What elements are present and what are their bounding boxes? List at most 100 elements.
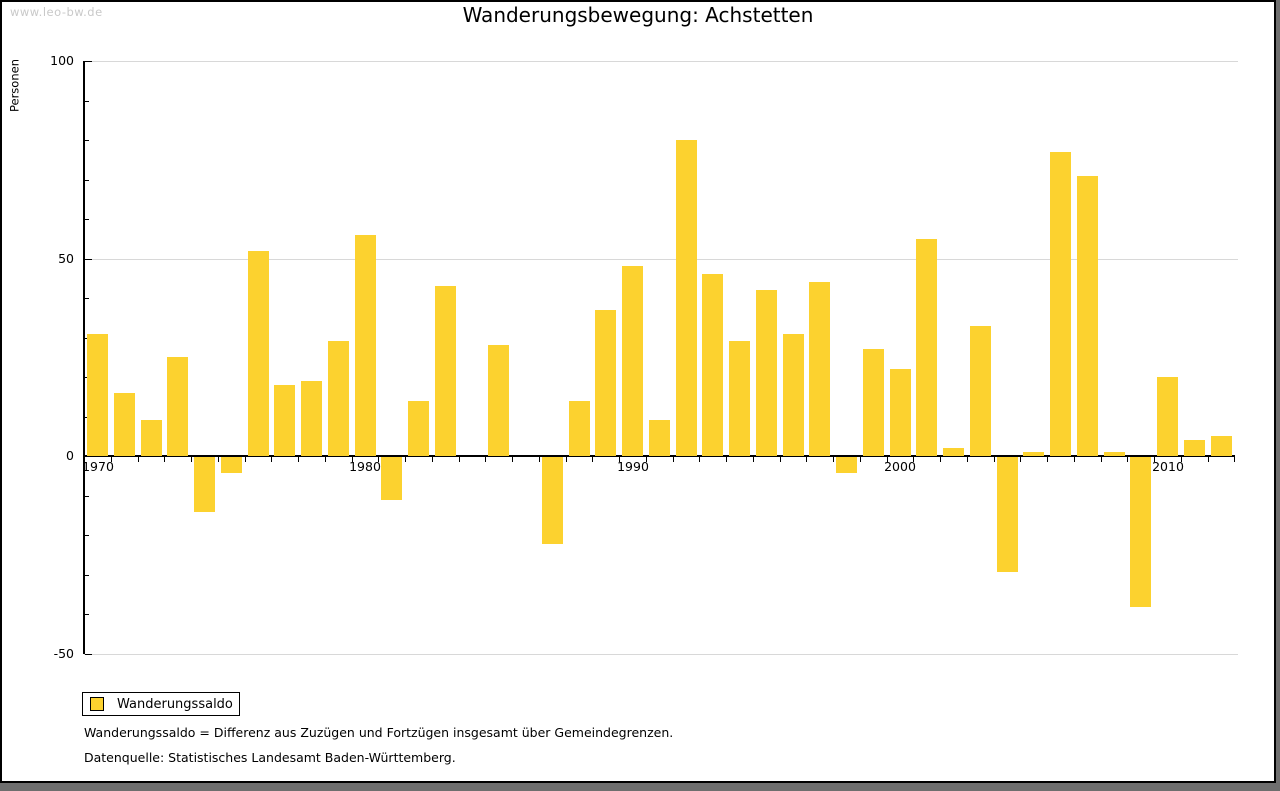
x-tick-27	[806, 457, 807, 462]
x-tick-21	[646, 457, 647, 462]
bar-1977	[274, 385, 295, 456]
x-tick-42	[1208, 457, 1209, 462]
x-tick-19	[592, 457, 593, 462]
x-tick-label-2000: 2000	[884, 459, 916, 474]
bar-1980	[355, 235, 376, 456]
bar-2003	[970, 326, 991, 456]
y-tick-label-50: 50	[58, 251, 74, 266]
y-major-tick-50	[85, 259, 92, 260]
bar-1993	[702, 274, 723, 456]
bar-2001	[916, 239, 937, 456]
x-tick-35	[1020, 457, 1021, 462]
x-tick-25	[753, 457, 754, 462]
bar-1978	[301, 381, 322, 456]
x-tick-38	[1101, 457, 1102, 462]
legend-label: Wanderungssaldo	[117, 696, 233, 712]
y-minor-tick--30	[85, 575, 89, 576]
x-tick-40	[1154, 457, 1155, 462]
bar-1981	[381, 457, 402, 500]
legend-swatch-icon	[90, 697, 104, 711]
bar-2010	[1157, 377, 1178, 456]
x-tick-41	[1181, 457, 1182, 462]
x-tick-2	[138, 457, 139, 462]
bar-2012	[1211, 436, 1232, 456]
x-tick-26	[780, 457, 781, 462]
x-tick-label-1980: 1980	[349, 459, 381, 474]
y-axis-line	[83, 61, 85, 654]
legend-box: Wanderungssaldo	[82, 692, 240, 716]
x-tick-32	[940, 457, 941, 462]
bar-1976	[248, 251, 269, 456]
x-tick-36	[1047, 457, 1048, 462]
x-tick-33	[967, 457, 968, 462]
bar-1988	[569, 401, 590, 456]
bar-1985	[488, 345, 509, 456]
x-tick-30	[887, 457, 888, 462]
x-tick-0	[84, 457, 85, 462]
bar-1972	[141, 420, 162, 456]
bar-1983	[435, 286, 456, 456]
x-tick-29	[860, 457, 861, 462]
bar-1979	[328, 341, 349, 456]
bar-1992	[676, 140, 697, 456]
x-tick-22	[673, 457, 674, 462]
bar-2004	[997, 457, 1018, 572]
x-tick-7	[271, 457, 272, 462]
bar-2009	[1130, 457, 1151, 607]
bar-1971	[114, 393, 135, 456]
x-tick-label-2010: 2010	[1152, 459, 1184, 474]
bar-1994	[729, 341, 750, 456]
footnote-source: Datenquelle: Statistisches Landesamt Bad…	[84, 750, 456, 765]
bar-1987	[542, 457, 563, 544]
footnote-definition: Wanderungssaldo = Differenz aus Zuzügen …	[84, 725, 674, 740]
x-tick-34	[994, 457, 995, 462]
x-tick-14	[459, 457, 460, 462]
x-tick-9	[325, 457, 326, 462]
x-tick-1	[111, 457, 112, 462]
y-minor-tick-40	[85, 298, 89, 299]
x-tick-24	[726, 457, 727, 462]
watermark: www.leo-bw.de	[10, 5, 103, 19]
x-tick-37	[1074, 457, 1075, 462]
x-tick-28	[833, 457, 834, 462]
gridline-50	[84, 259, 1238, 260]
bar-1999	[863, 349, 884, 456]
y-major-tick-100	[85, 61, 92, 62]
bar-2002	[943, 448, 964, 456]
x-tick-label-1990: 1990	[617, 459, 649, 474]
y-minor-tick--20	[85, 535, 89, 536]
y-minor-tick--40	[85, 614, 89, 615]
x-tick-17	[539, 457, 540, 462]
bar-1998	[836, 457, 857, 473]
x-tick-31	[913, 457, 914, 462]
x-tick-13	[432, 457, 433, 462]
x-tick-4	[191, 457, 192, 462]
x-tick-5	[218, 457, 219, 462]
chart-canvas: www.leo-bw.de Wanderungsbewegung: Achste…	[2, 2, 1274, 781]
x-tick-20	[619, 457, 620, 462]
x-tick-15	[485, 457, 486, 462]
bar-1974	[194, 457, 215, 512]
y-minor-tick-70	[85, 180, 89, 181]
bar-1996	[783, 334, 804, 456]
x-axis-line	[84, 455, 1235, 457]
x-tick-18	[566, 457, 567, 462]
bar-2006	[1050, 152, 1071, 456]
bar-2007	[1077, 176, 1098, 456]
x-tick-3	[164, 457, 165, 462]
y-tick-label-0: 0	[66, 448, 74, 463]
bar-1970	[87, 334, 108, 456]
x-tick-12	[405, 457, 406, 462]
y-tick-label--50: -50	[53, 646, 74, 661]
x-tick-11	[378, 457, 379, 462]
x-tick-6	[245, 457, 246, 462]
x-tick-23	[699, 457, 700, 462]
y-minor-tick-90	[85, 101, 89, 102]
y-minor-tick--10	[85, 496, 89, 497]
bar-1991	[649, 420, 670, 456]
x-tick-10	[352, 457, 353, 462]
y-minor-tick-80	[85, 140, 89, 141]
y-minor-tick-60	[85, 219, 89, 220]
x-tick-16	[512, 457, 513, 462]
bar-1975	[221, 457, 242, 473]
